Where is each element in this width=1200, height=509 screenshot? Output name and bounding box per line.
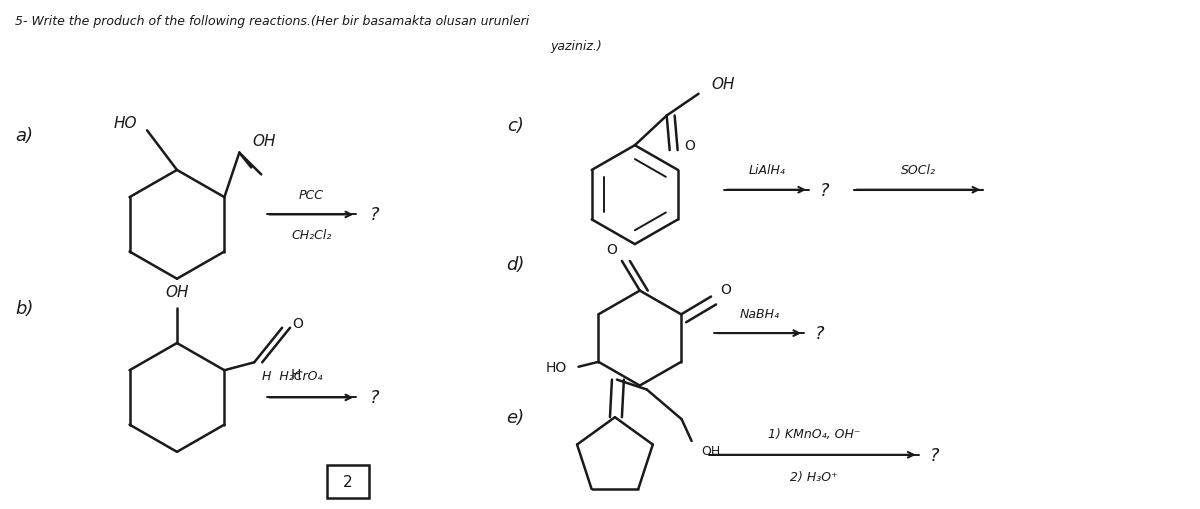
Text: ?: ? xyxy=(370,206,379,224)
Text: OH: OH xyxy=(702,444,721,458)
Text: SOCl₂: SOCl₂ xyxy=(901,164,936,177)
Text: ?: ? xyxy=(930,446,940,464)
Text: OH: OH xyxy=(252,134,276,149)
Text: H: H xyxy=(290,367,301,381)
Text: a): a) xyxy=(16,127,34,145)
Text: O: O xyxy=(684,139,695,153)
Text: LiAlH₄: LiAlH₄ xyxy=(749,164,785,177)
Text: ?: ? xyxy=(370,389,379,407)
Text: PCC: PCC xyxy=(299,189,324,202)
Text: 2: 2 xyxy=(343,474,353,489)
Text: 2) H₃O⁺: 2) H₃O⁺ xyxy=(790,470,838,483)
Text: NaBH₄: NaBH₄ xyxy=(739,307,779,320)
Text: O: O xyxy=(606,243,617,257)
Text: ?: ? xyxy=(815,325,824,343)
Text: ?: ? xyxy=(821,181,829,200)
Text: yaziniz.): yaziniz.) xyxy=(551,40,602,53)
Text: HO: HO xyxy=(114,116,137,131)
Text: OH: OH xyxy=(712,77,736,92)
Text: c): c) xyxy=(506,117,524,135)
Text: H  H₂CrO₄: H H₂CrO₄ xyxy=(262,370,322,382)
Text: 1) KMnO₄, OH⁻: 1) KMnO₄, OH⁻ xyxy=(768,427,860,440)
Text: O: O xyxy=(293,316,304,330)
Text: e): e) xyxy=(506,408,524,427)
Text: b): b) xyxy=(16,300,34,318)
Text: HO: HO xyxy=(546,360,568,374)
Text: CH₂Cl₂: CH₂Cl₂ xyxy=(292,228,331,241)
Text: O: O xyxy=(720,282,732,296)
Text: d): d) xyxy=(506,256,524,273)
Text: OH: OH xyxy=(166,285,188,299)
Text: 5- Write the produch of the following reactions.(Her bir basamakta olusan urunle: 5- Write the produch of the following re… xyxy=(14,15,529,27)
FancyBboxPatch shape xyxy=(328,465,370,498)
